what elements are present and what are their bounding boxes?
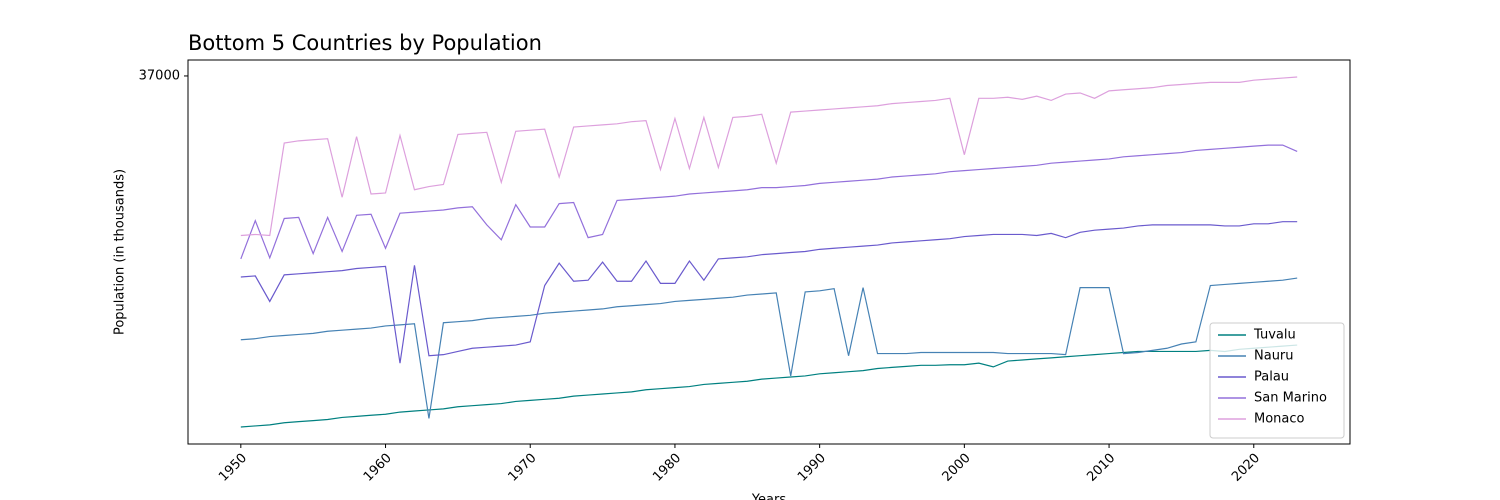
legend-label: Nauru <box>1254 349 1294 364</box>
series-line <box>240 344 1298 428</box>
series-line <box>240 221 1298 364</box>
legend-label: Monaco <box>1254 412 1305 427</box>
x-tick-label: 2000 <box>940 451 974 485</box>
series-line <box>240 277 1298 419</box>
x-tick-label: 2010 <box>1084 451 1118 485</box>
legend-label: San Marino <box>1254 391 1327 406</box>
series-line <box>240 76 1298 237</box>
x-tick-label: 1970 <box>506 451 540 485</box>
chart-title: Bottom 5 Countries by Population <box>188 31 542 55</box>
x-tick-label: 1960 <box>361 451 395 485</box>
legend-label: Palau <box>1254 370 1289 385</box>
y-tick-label: 37000 <box>139 68 180 83</box>
x-tick-label: 1950 <box>216 451 250 485</box>
x-axis-label: Years <box>751 493 787 500</box>
legend-label: Tuvalu <box>1253 328 1296 343</box>
y-axis-label: Population (in thousands) <box>113 169 128 335</box>
x-tick-label: 1980 <box>650 451 684 485</box>
x-tick-label: 1990 <box>795 451 829 485</box>
legend-box <box>1209 322 1345 439</box>
plot-frame <box>187 59 1351 445</box>
x-tick-label: 2020 <box>1229 451 1263 485</box>
series-line <box>240 144 1298 260</box>
